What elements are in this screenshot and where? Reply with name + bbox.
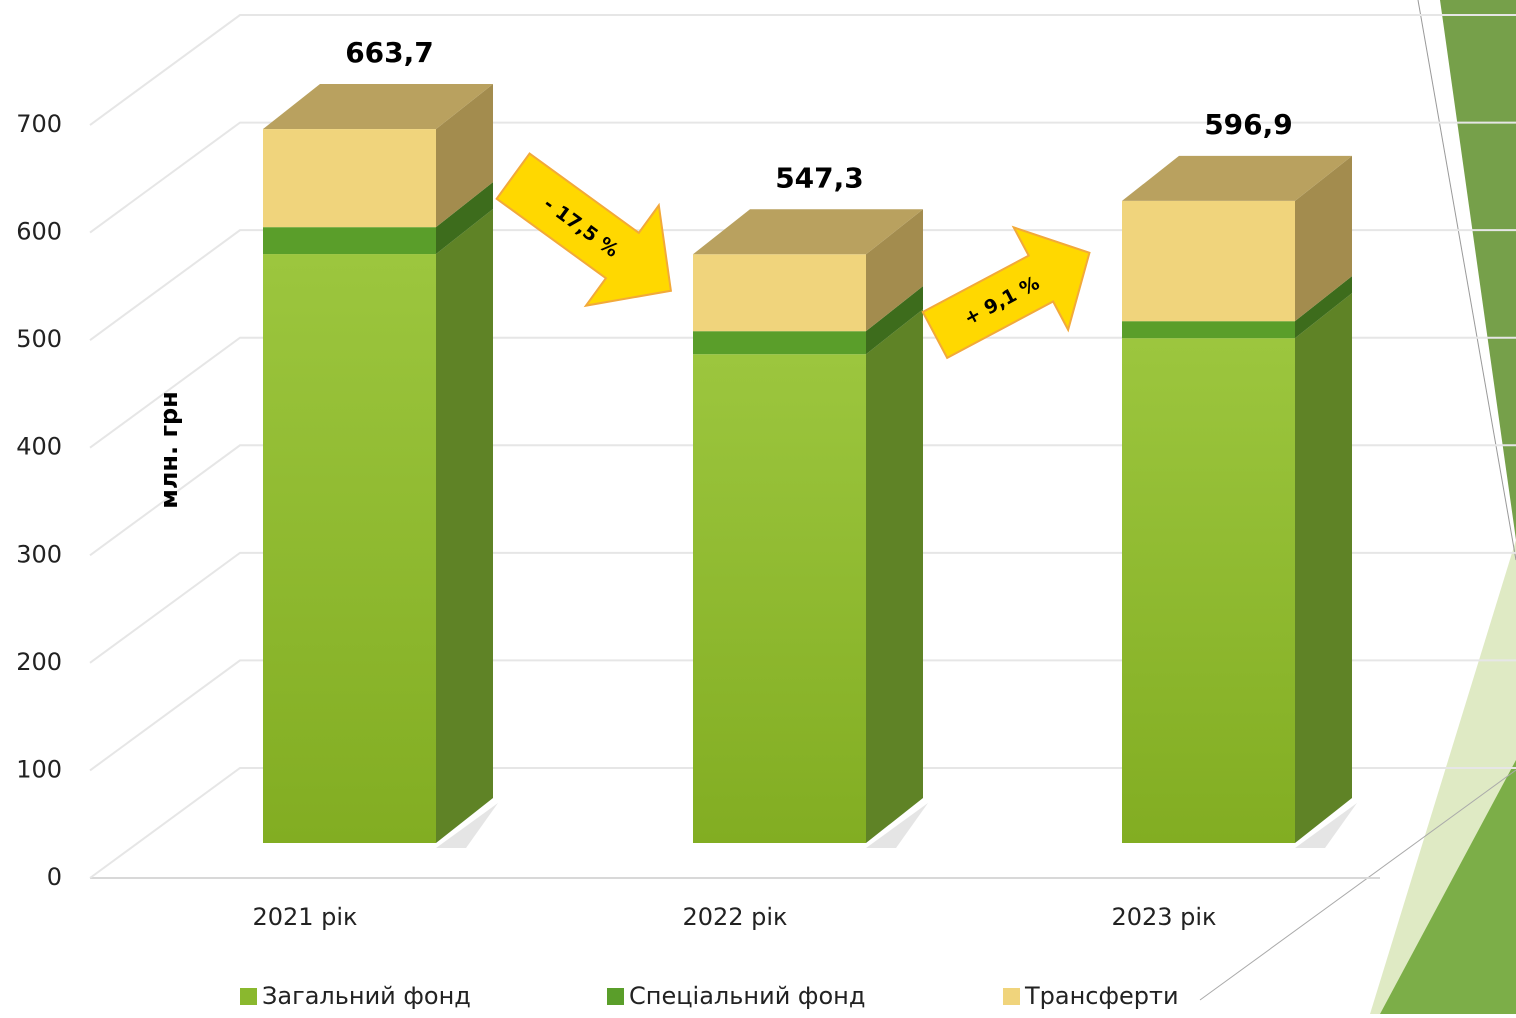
legend-label: Спеціальний фонд [629,982,865,1010]
legend-swatch [607,988,624,1005]
decoration [1440,0,1516,540]
legend-label: Трансферти [1024,982,1179,1010]
legend-swatch [240,988,257,1005]
total-label: 663,7 [345,36,434,69]
bar-side [1295,293,1352,843]
bar-side [866,309,923,843]
y-tick-label: 0 [47,863,62,891]
y-tick-label: 300 [16,540,62,568]
legend-swatch [1003,988,1020,1005]
x-tick-label: 2023 рік [1111,903,1216,931]
bar-segment [263,254,436,843]
chart: 0 100 200 300 400 500 600 700 663,7 2021 рік 547,… [0,0,1516,1014]
x-tick-label: 2021 рік [252,903,357,931]
bar-segment [693,254,866,331]
y-tick-label: 500 [16,325,62,353]
bar-segment [1122,201,1295,321]
y-tick-label: 700 [16,110,62,138]
total-label: 547,3 [775,161,864,194]
bar-segment [693,331,866,354]
page: {"chart_data": {"type": "stacked_bar_3d"… [0,0,1516,1014]
y-tick-label: 200 [16,648,62,676]
bar-segment [263,227,436,254]
y-axis-label: млн. грн [155,391,183,509]
bar-segment [1122,321,1295,338]
bar-segment [263,129,436,227]
legend-label: Загальний фонд [262,982,471,1010]
total-label: 596,9 [1204,108,1293,141]
y-tick-label: 100 [16,755,62,783]
bar-segment [1122,338,1295,843]
y-tick-label: 600 [16,218,62,246]
bar-side [436,209,493,843]
arrow-down: - 17,5 % [477,126,708,341]
bar-segment [693,354,866,843]
y-tick-label: 400 [16,433,62,461]
x-tick-label: 2022 рік [682,903,787,931]
